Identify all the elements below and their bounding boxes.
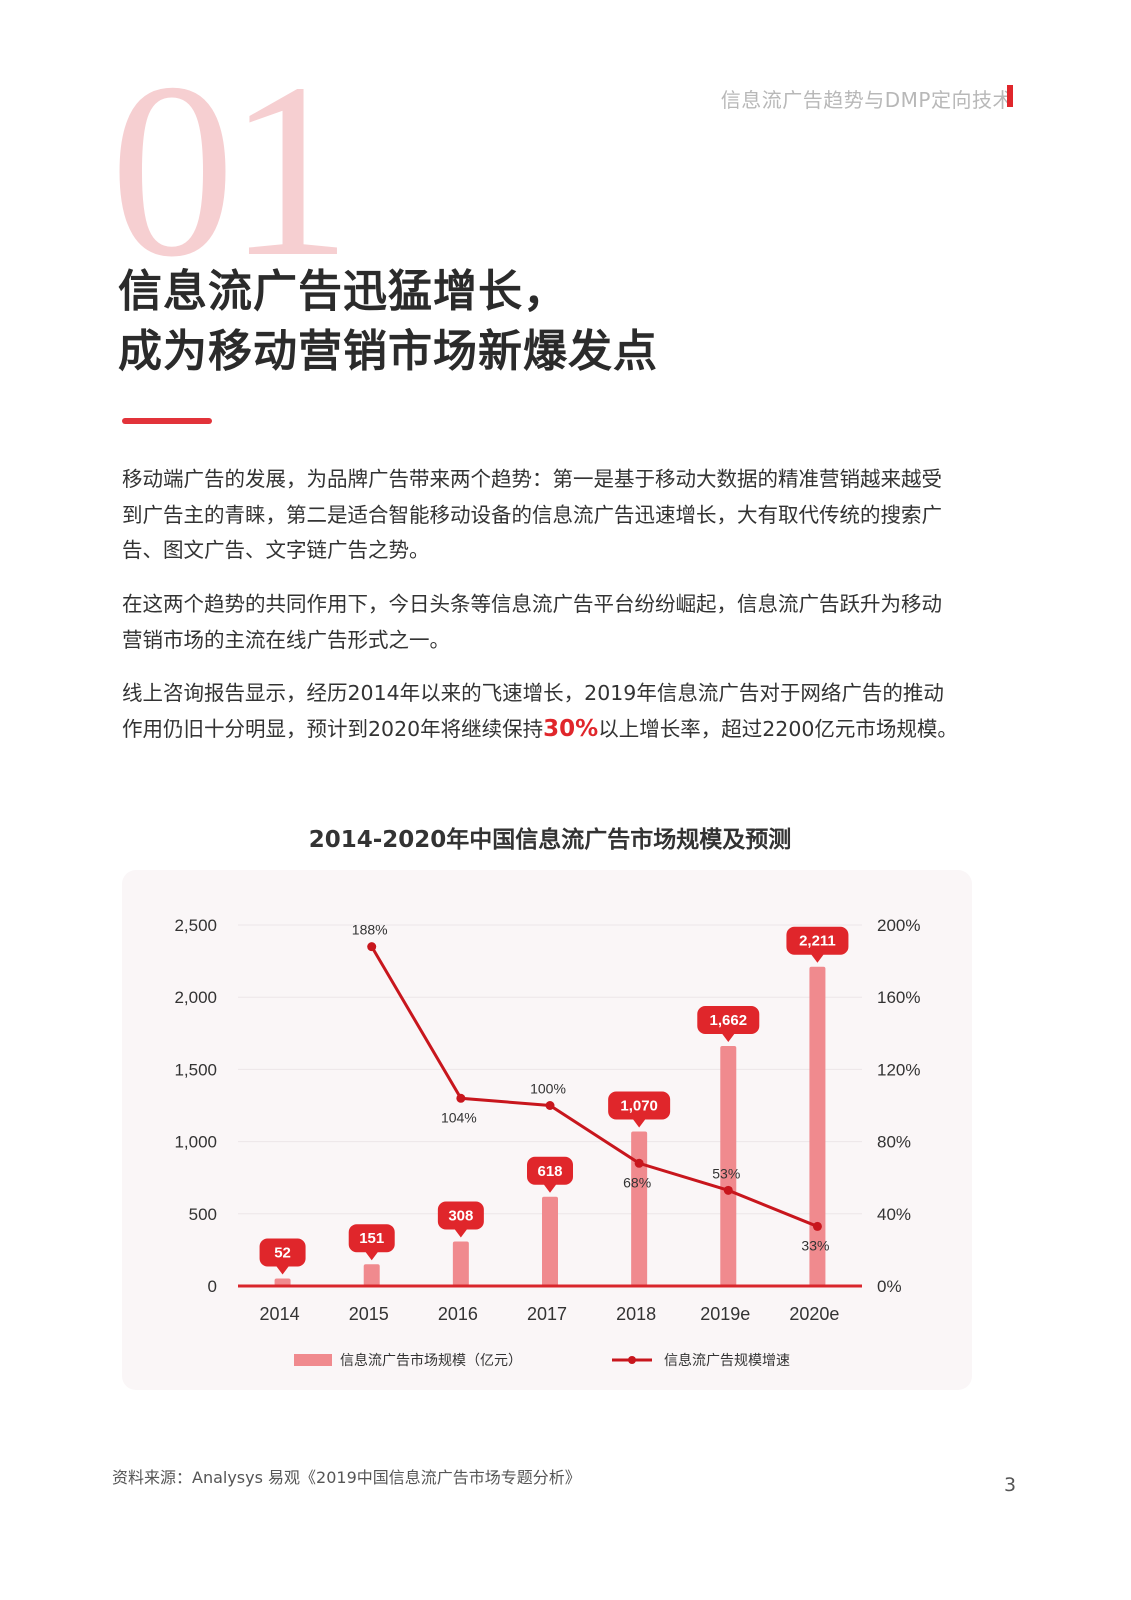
section-title: 信息流广告迅猛增长， 成为移动营销市场新爆发点 (118, 262, 658, 382)
left-axis-tick: 1,500 (174, 1060, 217, 1079)
bar-value-bubble (608, 1091, 671, 1128)
bar-value-bubble (527, 1156, 573, 1193)
bar-value-bubble (348, 1224, 395, 1261)
growth-point (812, 1221, 822, 1231)
right-axis-tick: 80% (877, 1133, 911, 1152)
page-number: 3 (1004, 1474, 1017, 1496)
paragraph-3: 线上咨询报告显示，经历2014年以来的飞速增长，2019年信息流广告对于网络广告… (122, 676, 962, 747)
bar-value-label: 1,662 (710, 1012, 748, 1029)
running-header: 信息流广告趋势与DMP定向技术 (720, 88, 1013, 112)
left-axis-tick: 0 (208, 1277, 217, 1296)
x-axis-tick: 2020e (789, 1304, 839, 1324)
growth-point (367, 942, 377, 952)
chart-title: 2014-2020年中国信息流广告市场规模及预测 (308, 827, 792, 853)
growth-point (723, 1185, 733, 1195)
title-underline (122, 418, 212, 424)
legend-bar-label: 信息流广告市场规模（亿元） (340, 1352, 522, 1368)
p3-text: 线上咨询报告显示，经历2014年以来的飞速增长，2019年信息流广告对于网络广告… (122, 681, 944, 741)
growth-label: 188% (352, 922, 388, 938)
legend-bar-swatch (294, 1354, 332, 1366)
bar (542, 1196, 558, 1286)
bar-value-label: 1,070 (620, 1097, 658, 1114)
legend-line-marker (628, 1356, 636, 1364)
right-axis-tick: 200% (877, 916, 920, 935)
bar-value-label: 618 (537, 1163, 562, 1180)
right-axis-tick: 0% (877, 1277, 902, 1296)
bar (452, 1241, 469, 1286)
section-number: 01 (110, 32, 352, 309)
growth-label: 53% (712, 1165, 740, 1181)
right-axis-tick: 160% (877, 988, 920, 1007)
chart-card: 0 500 1,000 1,500 2,000 2,500 0% 40% 80% 120% 160%… (122, 870, 972, 1390)
bar (363, 1264, 380, 1286)
x-axis-tick: 2018 (616, 1304, 656, 1324)
header-accent-bar (1007, 85, 1013, 107)
p3-text-end: 以上增长率，超过2200亿元市场规模。 (598, 716, 958, 741)
x-axis-tick: 2015 (349, 1304, 389, 1324)
bar (720, 1046, 737, 1286)
bar-value-label: 52 (274, 1244, 291, 1261)
bar (274, 1278, 291, 1286)
bar-value-label: 308 (448, 1208, 473, 1225)
paragraph-1: 移动端广告的发展，为品牌广告带来两个趋势：第一是基于移动大数据的精准营销越来越受… (122, 467, 942, 562)
growth-point (456, 1093, 466, 1103)
left-axis-tick: 500 (189, 1205, 217, 1224)
growth-label: 100% (530, 1081, 566, 1097)
bar-value-bubble (259, 1238, 306, 1275)
x-axis-tick: 2017 (527, 1304, 567, 1324)
growth-label: 68% (623, 1174, 651, 1190)
legend-line-label: 信息流广告规模增速 (664, 1352, 790, 1368)
right-axis-tick: 120% (877, 1060, 920, 1079)
title-line-1: 信息流广告迅猛增长， (118, 266, 568, 317)
bar-value-label: 151 (359, 1230, 384, 1247)
x-axis-tick: 2016 (438, 1304, 478, 1324)
left-axis-tick: 1,000 (174, 1133, 217, 1152)
combo-chart: 0 500 1,000 1,500 2,000 2,500 0% 40% 80% 120% 160%… (174, 916, 920, 1368)
bar-value-bubble (697, 1006, 760, 1043)
title-line-2: 成为移动营销市场新爆发点 (118, 326, 658, 377)
bar-value-bubble (437, 1201, 484, 1238)
growth-label: 104% (441, 1109, 477, 1125)
x-axis-tick: 2019e (700, 1304, 750, 1324)
paragraph-2: 在这两个趋势的共同作用下，今日头条等信息流广告平台纷纷崛起，信息流广告跃升为移动… (122, 592, 942, 652)
growth-label: 33% (801, 1237, 829, 1253)
source-note: 资料来源：Analysys 易观《2019中国信息流广告市场专题分析》 (112, 1468, 581, 1487)
bar (631, 1131, 648, 1286)
x-axis-tick: 2014 (260, 1304, 300, 1324)
growth-highlight: 30% (543, 715, 599, 742)
growth-line (370, 945, 818, 1228)
growth-point (545, 1101, 555, 1110)
bar-value-bubble (786, 926, 849, 963)
growth-point (634, 1158, 644, 1168)
right-axis-tick: 40% (877, 1205, 911, 1224)
left-axis-tick: 2,000 (174, 988, 217, 1007)
bar (809, 966, 826, 1286)
left-axis-tick: 2,500 (174, 916, 217, 935)
bar-value-label: 2,211 (799, 933, 836, 950)
